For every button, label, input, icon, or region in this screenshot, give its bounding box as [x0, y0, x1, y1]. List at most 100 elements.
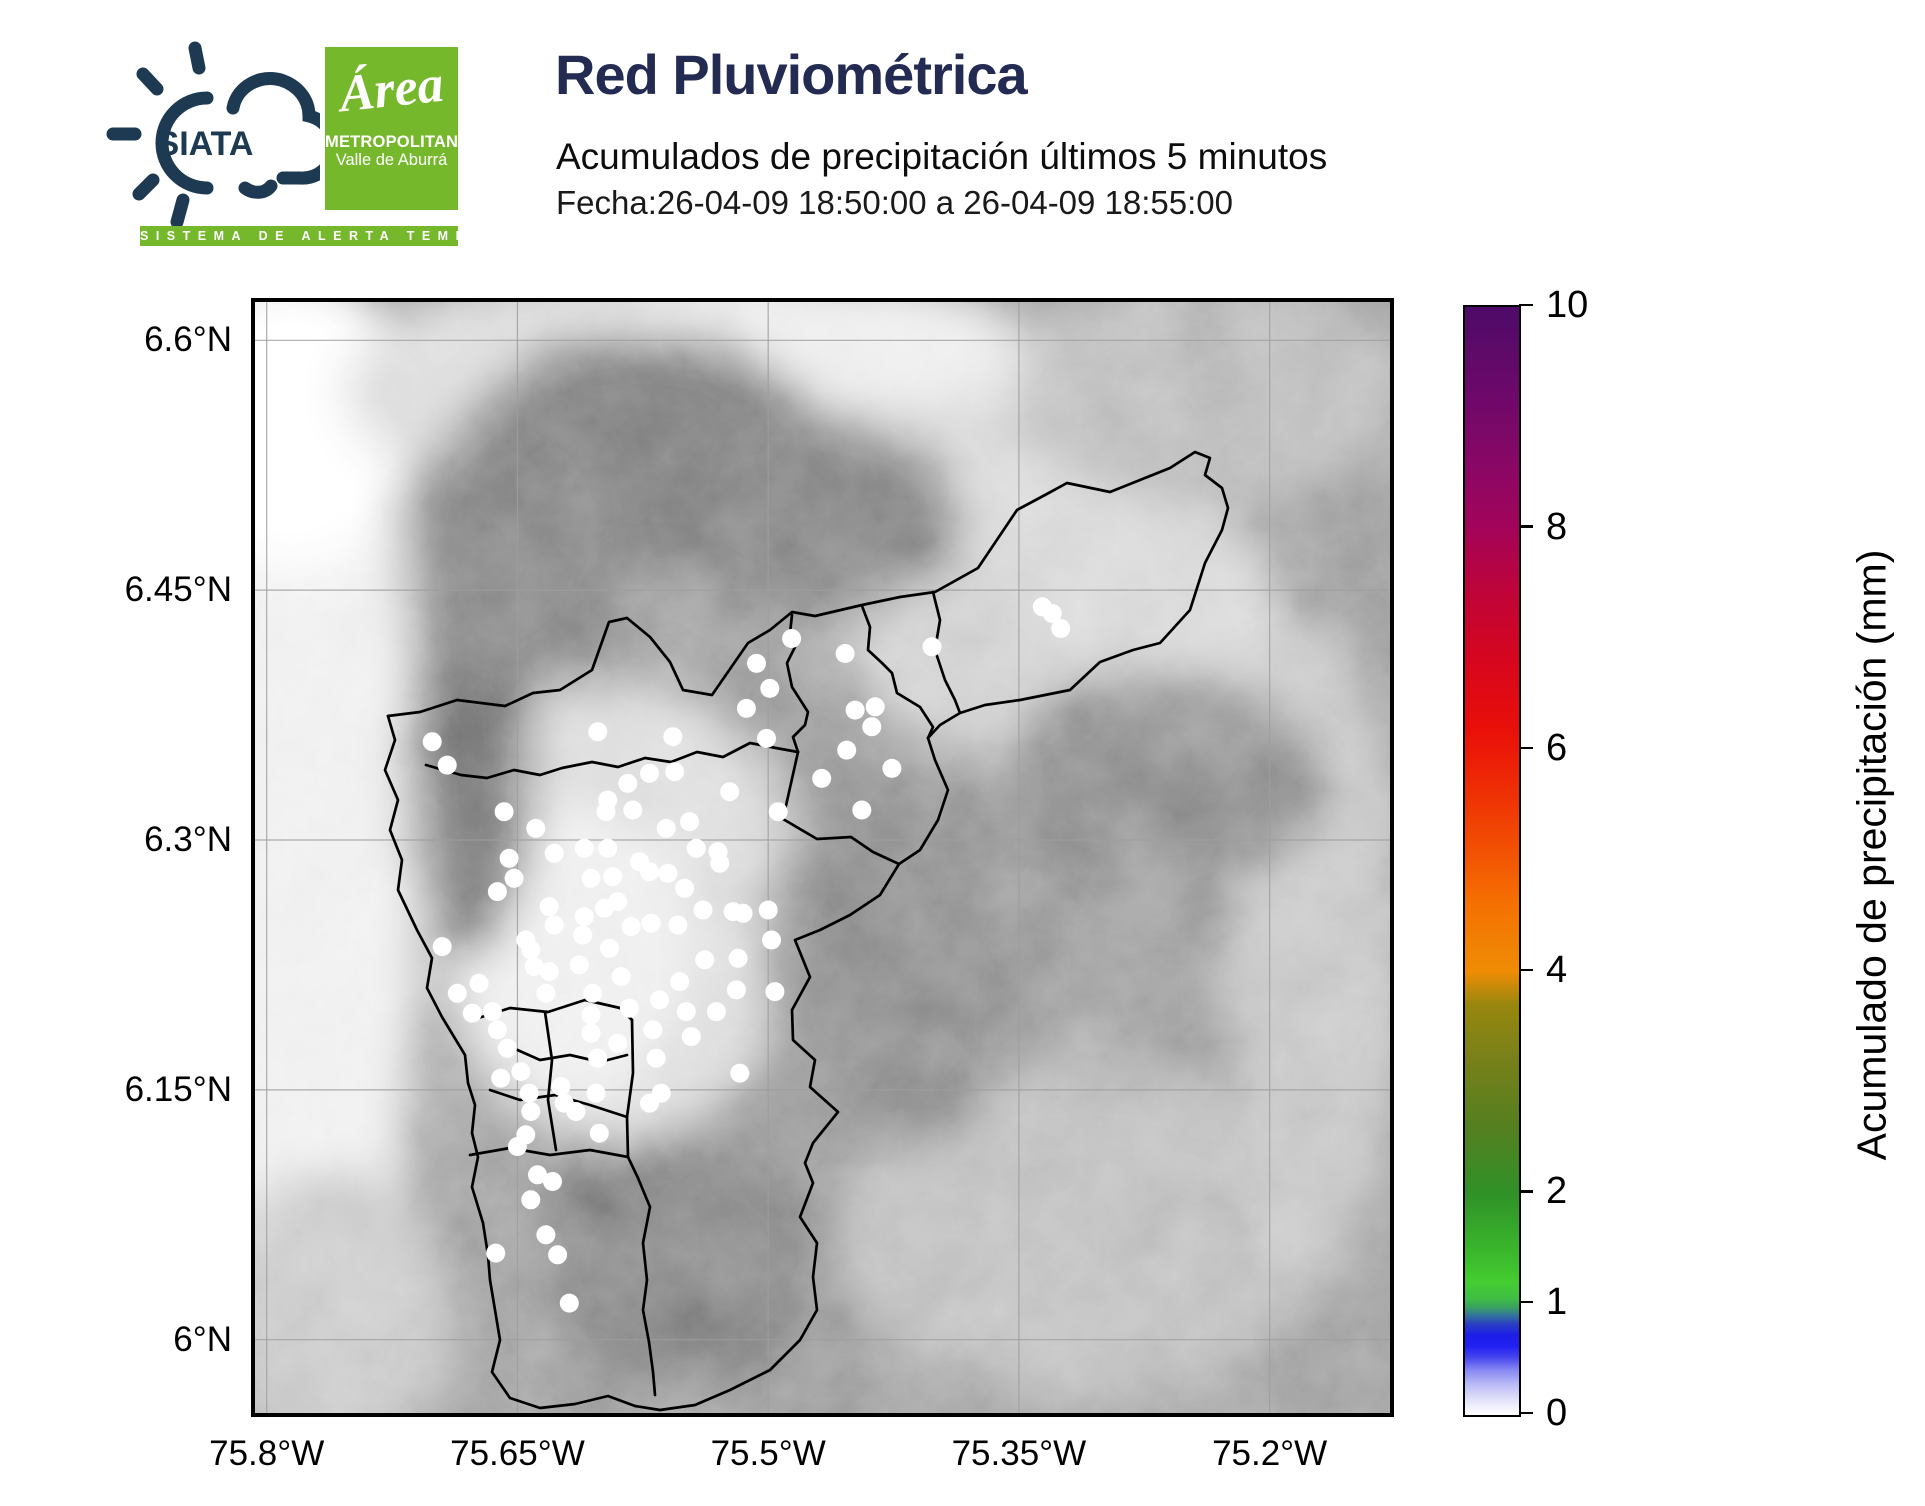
station-dot: [588, 722, 608, 742]
boundary-sw-municipality-5: [543, 1010, 558, 1152]
colorbar: [1463, 305, 1521, 1417]
colorbar-tick-mark: [1519, 746, 1533, 750]
map-panel: [251, 298, 1394, 1417]
header: SIATA Área METROPOLITANA Valle de Aburrá…: [0, 0, 1925, 260]
station-dot: [922, 637, 942, 657]
siata-sun-ray: [132, 173, 160, 201]
station-dot: [643, 1020, 663, 1040]
station-dot: [733, 903, 753, 923]
siata-logo-text: SIATA: [157, 125, 254, 163]
station-dot: [835, 644, 855, 663]
station-dot: [1042, 604, 1062, 623]
station-dot: [494, 802, 514, 822]
station-dot: [757, 728, 776, 748]
station-dot: [608, 1033, 628, 1053]
station-dot: [658, 863, 678, 883]
station-dot: [882, 758, 902, 778]
station-dot: [670, 972, 690, 992]
station-dot: [681, 1027, 701, 1047]
station-dot: [768, 802, 788, 822]
boundary-sw-municipality-3: [488, 1088, 629, 1119]
grid-layer: [255, 302, 1390, 1413]
colorbar-tick-mark: [1519, 525, 1533, 528]
station-dot: [573, 925, 593, 945]
colorbar-tick-mark: [1519, 1300, 1533, 1304]
x-axis-tick-label: 75.2°W: [1212, 1434, 1328, 1473]
station-dot: [551, 1077, 571, 1096]
station-dot: [852, 800, 872, 820]
station-dot: [539, 897, 559, 917]
station-dot: [640, 862, 659, 882]
station-dot: [865, 697, 885, 717]
station-dot: [675, 878, 695, 898]
y-axis-tick-label: 6.3°N: [144, 820, 232, 859]
station-dot: [524, 957, 544, 977]
colorbar-tick-mark: [1519, 1411, 1533, 1415]
station-dot: [528, 1165, 547, 1185]
x-axis-tick-label: 75.8°W: [209, 1434, 325, 1473]
colorbar-tick-label: 4: [1546, 948, 1568, 991]
station-dot: [566, 1102, 586, 1121]
y-axis-tick-label: 6°N: [173, 1319, 232, 1359]
siata-banner: SISTEMA DE ALERTA TEMPRANA: [140, 226, 458, 246]
station-dot: [641, 913, 661, 933]
station-dot: [499, 848, 519, 868]
station-dot: [586, 1083, 606, 1103]
boundary-divide-copacabana-east: [860, 604, 935, 740]
station-dot: [486, 1243, 506, 1263]
y-axis-tick-label: 6.15°N: [124, 1069, 232, 1109]
station-dot: [491, 1068, 511, 1088]
siata-logo: SIATA: [106, 41, 320, 229]
colorbar-tick-label: 6: [1546, 727, 1568, 770]
siata-cloud: [226, 72, 320, 185]
colorbar-tick-label: 10: [1546, 284, 1589, 326]
boundary-divide-girardota-barbosa: [931, 590, 962, 715]
station-dot: [665, 762, 685, 782]
station-dot: [676, 1002, 696, 1022]
station-dot: [422, 732, 442, 752]
station-dot: [574, 907, 594, 927]
page-subtitle: Acumulados de precipitación últimos 5 mi…: [556, 136, 1328, 177]
station-dot: [589, 1123, 609, 1143]
station-dot: [581, 1005, 601, 1025]
station-dot: [469, 973, 489, 993]
station-dot: [621, 917, 641, 937]
station-dot: [726, 980, 746, 1000]
station-dot: [640, 1093, 659, 1113]
station-dot: [812, 768, 832, 788]
station-dot: [765, 982, 785, 1002]
boundary-outer-north-ne-arm: [386, 450, 1230, 740]
station-dot: [656, 818, 676, 838]
amva-logo: Área METROPOLITANA Valle de Aburrá: [325, 47, 471, 210]
station-dot: [432, 937, 452, 957]
station-dot: [487, 1020, 507, 1040]
station-dot: [581, 868, 601, 888]
station-dot: [596, 802, 616, 822]
station-dot: [487, 882, 507, 902]
station-dot: [521, 940, 541, 960]
station-dot: [736, 698, 756, 718]
station-dot: [618, 773, 638, 793]
siata-sun-ray: [170, 193, 190, 229]
station-dot: [710, 853, 730, 873]
siata-sun-ray: [188, 41, 206, 75]
station-dot: [686, 838, 706, 858]
amva-logo-line2: METROPOLITANA: [325, 133, 471, 151]
station-dot: [544, 843, 564, 863]
station-dot: [693, 900, 713, 920]
colorbar-tick-label: 8: [1546, 505, 1568, 548]
station-dot: [521, 1190, 541, 1210]
station-dot: [511, 1062, 531, 1081]
station-dot: [519, 1083, 539, 1103]
station-dot: [663, 727, 683, 747]
station-dot: [482, 1002, 502, 1022]
station-dot: [1051, 619, 1071, 638]
station-dot: [507, 1137, 527, 1156]
amva-logo-line3: Valle de Aburrá: [335, 151, 448, 169]
station-dot: [782, 629, 802, 648]
terrain-map: [255, 302, 1390, 1413]
station-dot: [536, 1225, 556, 1245]
x-axis-tick-label: 75.5°W: [710, 1434, 826, 1473]
station-dot: [762, 930, 781, 950]
station-dot: [437, 755, 457, 775]
